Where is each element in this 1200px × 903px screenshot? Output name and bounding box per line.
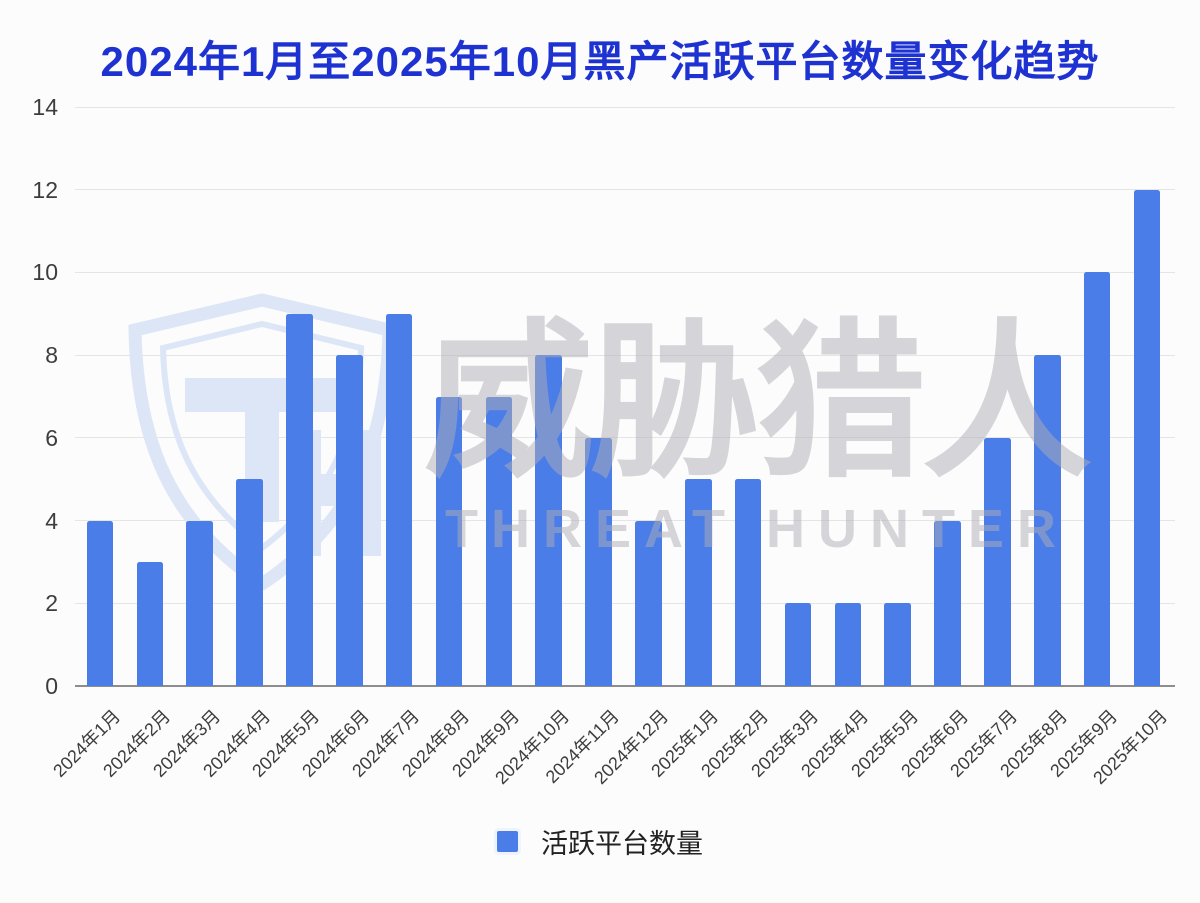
gridline <box>75 437 1175 439</box>
y-axis-tick-label: 14 <box>32 94 58 120</box>
bar <box>734 479 762 686</box>
bar <box>1133 189 1161 686</box>
y-axis-tick-label: 12 <box>32 176 58 203</box>
gridline <box>75 520 1175 522</box>
bar <box>336 355 363 686</box>
legend: 活跃平台数量 <box>0 826 1200 859</box>
bar <box>685 479 712 686</box>
bar <box>635 520 662 686</box>
gridline <box>75 189 1175 191</box>
legend-swatch <box>497 830 518 852</box>
y-axis-tick-label: 6 <box>45 424 58 451</box>
bar <box>535 355 562 686</box>
watermark-chinese-text: 威胁猎人 <box>424 308 1092 498</box>
chart-title: 2024年1月至2025年10月黑产活跃平台数量变化趋势 <box>100 38 1100 85</box>
legend-label: 活跃平台数量 <box>541 828 703 859</box>
gridline <box>75 271 1175 273</box>
bar <box>834 603 862 686</box>
gridline <box>75 354 1175 356</box>
y-axis-tick-label: 0 <box>45 673 58 699</box>
watermark-english-text: THREAT HUNTER <box>445 499 1069 559</box>
bar <box>485 396 513 686</box>
bar <box>136 561 164 686</box>
bar <box>884 603 911 686</box>
bar <box>1083 272 1111 686</box>
gridline <box>75 106 1175 108</box>
bar <box>934 520 961 686</box>
y-axis-tick-label: 2 <box>45 590 58 617</box>
bar <box>984 437 1011 686</box>
y-axis-tick-label: 10 <box>32 259 58 286</box>
bar <box>435 396 463 686</box>
bar <box>286 313 313 686</box>
bar <box>784 603 812 686</box>
bar <box>186 520 213 686</box>
y-axis-tick-label: 8 <box>45 342 58 369</box>
bar <box>385 313 413 686</box>
gridline <box>75 602 1175 604</box>
x-axis-line <box>75 685 1175 687</box>
bar <box>1034 355 1061 686</box>
bar <box>585 437 612 686</box>
bar <box>236 479 263 686</box>
bar <box>86 520 114 686</box>
y-axis-tick-label: 4 <box>45 507 58 534</box>
